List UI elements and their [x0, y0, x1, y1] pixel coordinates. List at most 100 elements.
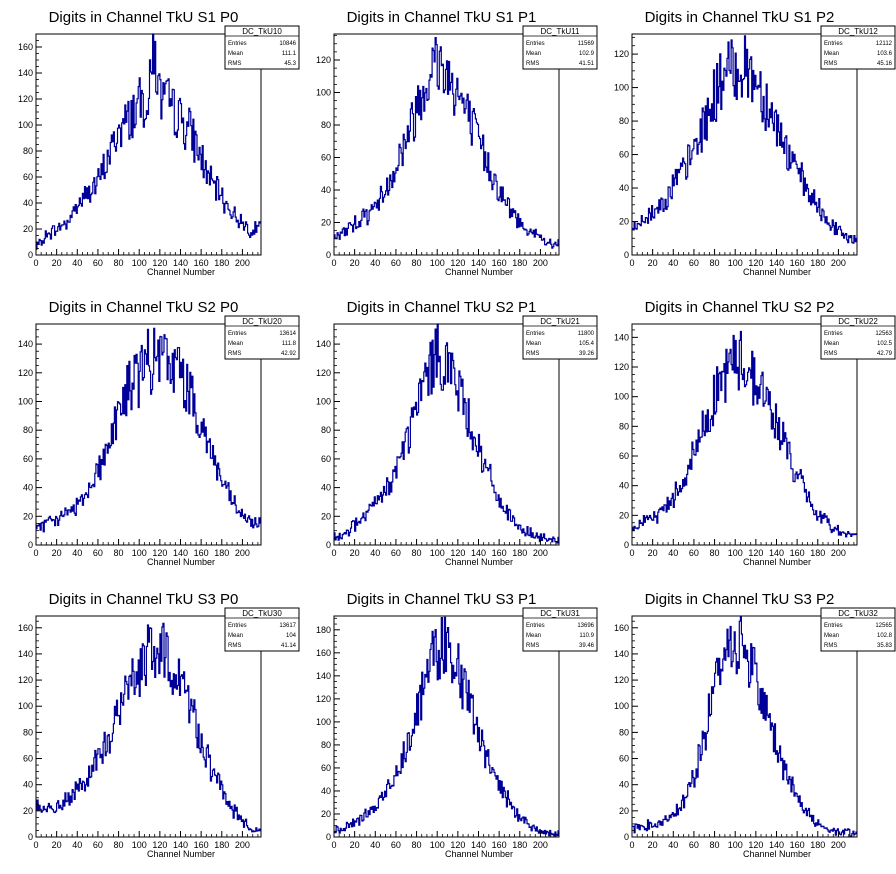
- y-tick-label: 120: [614, 49, 629, 59]
- y-tick-label: 0: [326, 832, 331, 842]
- x-axis-label: Channel Number: [743, 267, 811, 277]
- x-tick-label: 0: [629, 258, 634, 268]
- x-tick-label: 60: [689, 258, 699, 268]
- y-tick-label: 0: [624, 832, 629, 842]
- chart-panel: Digits in Channel TkU S1 P2 0 20 40 60 80 100 1…: [614, 9, 896, 277]
- chart-title: Digits in Channel TkU S3 P2: [645, 591, 835, 608]
- x-tick-label: 200: [831, 258, 846, 268]
- stats-label-entries: Entries: [824, 41, 843, 47]
- y-tick-label: 160: [18, 42, 33, 52]
- stats-box: [522, 25, 598, 70]
- stats-box: [224, 315, 300, 360]
- y-tick-label: 100: [316, 396, 331, 406]
- histogram-line: [36, 622, 261, 833]
- x-tick-label: 180: [214, 840, 229, 850]
- y-tick-label: 120: [18, 94, 33, 104]
- y-tick-label: 80: [23, 727, 33, 737]
- stats-value-rms: 45.3: [284, 61, 296, 67]
- stats-name: DC_TkU31: [540, 609, 580, 618]
- y-tick-label: 60: [23, 754, 33, 764]
- x-tick-label: 140: [769, 548, 784, 558]
- x-tick-label: 200: [831, 548, 846, 558]
- chart-panel: Digits in Channel TkU S1 P0 0 20 40 60 80 100 1…: [18, 9, 300, 277]
- y-tick-label: 40: [321, 185, 331, 195]
- x-axis-label: Channel Number: [445, 557, 513, 567]
- x-tick-label: 100: [132, 258, 147, 268]
- stats-value-entries: 13696: [577, 623, 594, 629]
- x-axis-label: Channel Number: [445, 267, 513, 277]
- x-tick-label: 0: [629, 548, 634, 558]
- x-tick-label: 160: [492, 840, 507, 850]
- stats-label-mean: Mean: [228, 341, 243, 347]
- stats-value-entries: 10846: [279, 41, 296, 47]
- x-tick-label: 20: [648, 840, 658, 850]
- stats-label-mean: Mean: [824, 51, 839, 57]
- y-tick-label: 120: [18, 675, 33, 685]
- stats-label-entries: Entries: [526, 331, 545, 337]
- histogram-line: [632, 616, 857, 837]
- x-tick-label: 140: [173, 840, 188, 850]
- y-tick-label: 120: [614, 675, 629, 685]
- x-tick-label: 0: [33, 258, 38, 268]
- stats-label-entries: Entries: [228, 41, 247, 47]
- x-axis-label: Channel Number: [743, 849, 811, 859]
- y-tick-label: 20: [619, 806, 629, 816]
- stats-value-entries: 12563: [875, 331, 892, 337]
- chart-title: Digits in Channel TkU S2 P2: [645, 299, 835, 316]
- stats-name: DC_TkU21: [540, 317, 580, 326]
- y-tick-label: 140: [316, 339, 331, 349]
- stats-name: DC_TkU10: [242, 27, 282, 36]
- plot-frame: [333, 33, 560, 256]
- x-tick-label: 140: [471, 258, 486, 268]
- y-tick-label: 0: [326, 540, 331, 550]
- x-tick-label: 120: [152, 548, 167, 558]
- chart-panel: Digits in Channel TkU S2 P0 0 20 40 60 80 100 1…: [18, 299, 300, 567]
- x-tick-label: 160: [790, 258, 805, 268]
- y-tick-label: 80: [23, 425, 33, 435]
- x-tick-label: 120: [748, 548, 763, 558]
- stats-value-entries: 13617: [279, 623, 296, 629]
- x-tick-label: 20: [350, 840, 360, 850]
- y-tick-label: 120: [614, 362, 629, 372]
- y-tick-label: 0: [624, 250, 629, 260]
- x-tick-label: 40: [72, 548, 82, 558]
- y-tick-label: 100: [614, 701, 629, 711]
- plot-frame: [35, 615, 262, 838]
- x-tick-label: 140: [471, 840, 486, 850]
- stats-box: [224, 25, 300, 70]
- x-tick-label: 200: [235, 840, 250, 850]
- y-tick-label: 140: [18, 649, 33, 659]
- stats-box: [820, 607, 896, 652]
- x-tick-label: 60: [391, 548, 401, 558]
- stats-label-entries: Entries: [824, 623, 843, 629]
- y-tick-label: 40: [619, 183, 629, 193]
- stats-label-entries: Entries: [228, 331, 247, 337]
- chart-title: Digits in Channel TkU S1 P0: [49, 9, 239, 26]
- x-tick-label: 180: [810, 840, 825, 850]
- x-tick-label: 160: [790, 840, 805, 850]
- x-tick-label: 180: [214, 548, 229, 558]
- histogram-line: [36, 33, 261, 250]
- x-tick-label: 80: [412, 548, 422, 558]
- y-tick-label: 160: [316, 648, 331, 658]
- x-tick-label: 160: [194, 258, 209, 268]
- x-tick-label: 80: [710, 548, 720, 558]
- stats-name: DC_TkU11: [541, 27, 581, 36]
- y-tick-label: 100: [614, 83, 629, 93]
- y-tick-label: 120: [316, 694, 331, 704]
- plot-frame: [631, 33, 858, 256]
- y-tick-label: 20: [619, 510, 629, 520]
- stats-value-entries: 13614: [279, 331, 296, 337]
- stats-name: DC_TkU20: [242, 317, 282, 326]
- x-tick-label: 120: [450, 258, 465, 268]
- stats-label-rms: RMS: [824, 351, 837, 357]
- histogram-line: [334, 616, 559, 837]
- stats-value-mean: 103.6: [877, 51, 893, 57]
- y-tick-label: 120: [18, 368, 33, 378]
- histogram-line: [632, 330, 857, 538]
- stats-name: DC_TkU30: [242, 609, 282, 618]
- plot-frame: [35, 323, 262, 546]
- x-tick-label: 80: [710, 840, 720, 850]
- x-tick-label: 40: [370, 258, 380, 268]
- y-tick-label: 20: [23, 224, 33, 234]
